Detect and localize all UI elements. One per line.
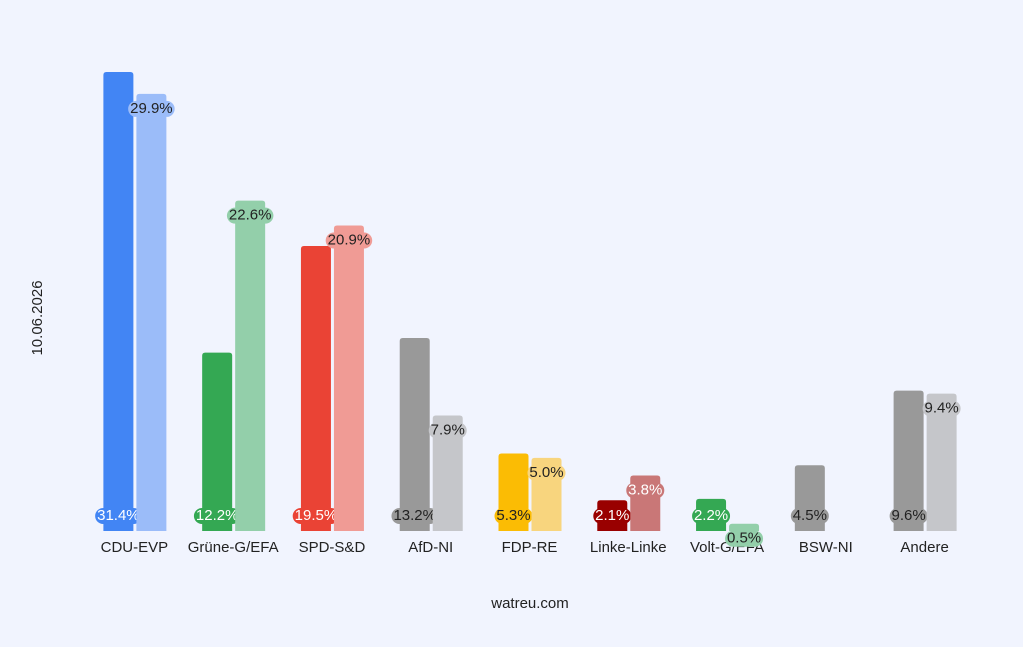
x-tick-label: Andere (900, 539, 948, 556)
bar (432, 415, 463, 531)
x-tick-label: FDP-RE (502, 539, 558, 556)
value-label-bg (325, 232, 373, 249)
x-tick-label: AfD-NI (408, 539, 453, 556)
value-label: 5.0% (529, 464, 563, 481)
value-label-bg (889, 508, 928, 524)
value-label: 19.5% (295, 507, 338, 524)
value-label: 3.8% (628, 481, 662, 498)
value-label: 13.2% (393, 507, 436, 524)
value-label: 20.9% (328, 231, 371, 248)
value-label-bg (128, 100, 175, 117)
value-label-bg (292, 508, 340, 524)
value-label-bg (193, 508, 241, 524)
bar (893, 390, 924, 531)
bar (729, 523, 760, 531)
value-label-bg (725, 530, 764, 547)
value-label: 29.9% (130, 100, 173, 117)
value-label: 7.9% (431, 421, 465, 438)
bar (926, 393, 957, 531)
value-label: 9.4% (925, 400, 959, 417)
x-tick-label: Grüne-G/EFA (188, 539, 279, 556)
value-label-bg (593, 508, 632, 524)
value-label-bg (922, 400, 961, 417)
value-label-bg (226, 207, 274, 224)
value-label-bg (391, 508, 438, 524)
value-label: 12.2% (196, 507, 239, 524)
value-label: 31.4% (97, 507, 140, 524)
value-label-bg (626, 482, 665, 499)
x-axis-title: watreu.com (490, 595, 569, 612)
value-label-bg (692, 508, 731, 524)
value-label-bg (494, 508, 533, 524)
x-tick-label: CDU-EVP (101, 539, 169, 556)
bar (235, 200, 266, 531)
value-label: 4.5% (793, 507, 827, 524)
value-label-bg (527, 464, 566, 481)
value-label-bg (95, 508, 142, 524)
bar (399, 338, 430, 531)
value-label-bg (428, 422, 467, 439)
y-axis-title: 10.06.2026 (29, 280, 46, 355)
x-tick-label: SPD-S&D (299, 539, 366, 556)
x-tick-label: Linke-Linke (590, 539, 667, 556)
value-label: 9.6% (892, 507, 926, 524)
value-label-bg (790, 508, 829, 524)
value-label: 2.2% (694, 507, 728, 524)
value-label: 0.5% (727, 530, 761, 547)
value-label: 2.1% (595, 507, 629, 524)
bar (300, 245, 331, 532)
bar (103, 72, 134, 531)
x-tick-label: BSW-NI (799, 539, 853, 556)
bar (202, 352, 233, 531)
bar (333, 225, 364, 532)
value-label: 22.6% (229, 207, 272, 224)
bar (136, 93, 167, 531)
value-label: 5.3% (496, 507, 530, 524)
